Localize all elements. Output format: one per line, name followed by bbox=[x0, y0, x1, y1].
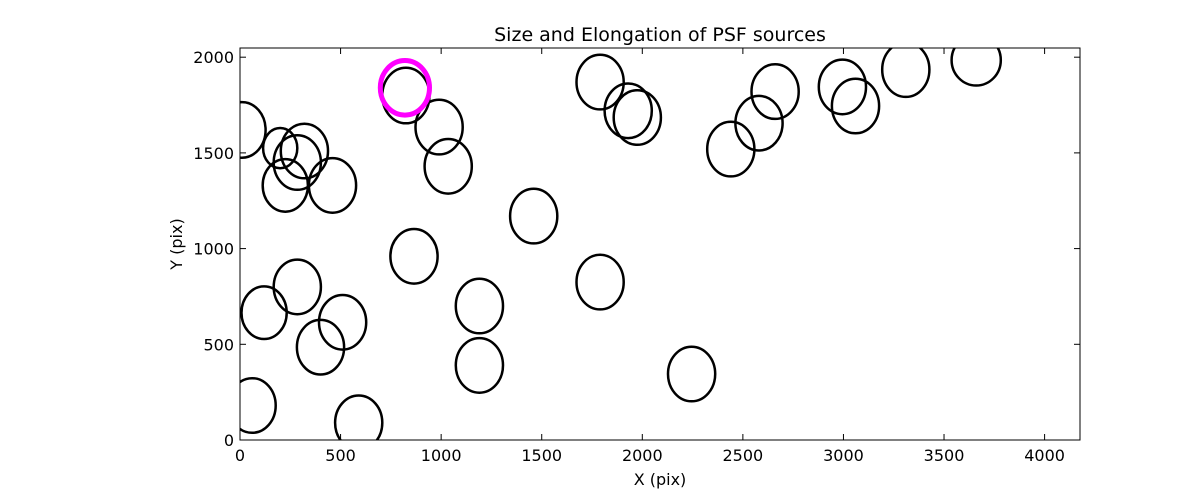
y-tick-label: 2000 bbox=[193, 48, 234, 67]
x-tick-label: 2500 bbox=[723, 446, 764, 465]
y-tick-label: 1500 bbox=[193, 144, 234, 163]
psf-ellipse bbox=[612, 88, 663, 147]
psf-ellipse bbox=[880, 48, 931, 99]
x-tick-label: 1000 bbox=[421, 446, 462, 465]
psf-ellipse bbox=[389, 227, 439, 285]
x-axis-label: X (pix) bbox=[634, 470, 687, 489]
x-tick-label: 1500 bbox=[521, 446, 562, 465]
y-tick-label: 1000 bbox=[193, 240, 234, 259]
psf-ellipse bbox=[734, 94, 784, 152]
x-tick-label: 3000 bbox=[823, 446, 864, 465]
x-tick-label: 3500 bbox=[924, 446, 965, 465]
psf-ellipse bbox=[750, 63, 800, 121]
psf-ellipse bbox=[240, 285, 288, 341]
x-axis: 0 500 1000 1500 2000 2500 3000 3500 4000 bbox=[235, 48, 1065, 465]
psf-ellipse-highlighted bbox=[377, 58, 432, 118]
psf-ellipse bbox=[830, 77, 881, 135]
psf-ellipse bbox=[666, 345, 717, 403]
psf-ellipse bbox=[950, 48, 1003, 87]
plot-frame bbox=[239, 47, 1081, 441]
psf-ellipse bbox=[295, 318, 346, 376]
x-tick-label: 4000 bbox=[1024, 446, 1065, 465]
psf-ellipse bbox=[575, 253, 625, 311]
psf-ellipse bbox=[279, 122, 330, 180]
x-tick-label: 500 bbox=[325, 446, 356, 465]
psf-ellipse bbox=[240, 376, 277, 435]
psf-ellipse bbox=[414, 98, 464, 156]
psf-ellipse bbox=[272, 258, 323, 316]
psf-ellipse bbox=[317, 293, 368, 351]
psf-ellipse bbox=[307, 156, 358, 214]
psf-ellipses bbox=[240, 48, 1003, 440]
x-tick-label: 2000 bbox=[622, 446, 663, 465]
y-tick-label: 500 bbox=[203, 335, 234, 354]
psf-ellipse bbox=[454, 336, 505, 394]
psf-ellipse bbox=[705, 120, 756, 178]
psf-ellipse bbox=[817, 58, 868, 116]
psf-ellipse bbox=[423, 137, 474, 195]
psf-ellipse bbox=[240, 100, 267, 159]
y-axis-label: Y (pix) bbox=[167, 218, 186, 270]
x-tick-label: 0 bbox=[235, 446, 245, 465]
chart-title: Size and Elongation of PSF sources bbox=[494, 24, 826, 46]
psf-ellipse bbox=[333, 394, 384, 440]
y-tick-label: 0 bbox=[224, 431, 234, 450]
psf-ellipse bbox=[261, 126, 299, 170]
psf-ellipse bbox=[575, 53, 625, 111]
psf-ellipse bbox=[508, 187, 559, 245]
y-axis: 0 500 1000 1500 2000 bbox=[193, 48, 1080, 450]
psf-ellipse bbox=[603, 82, 654, 140]
psf-ellipse bbox=[454, 277, 505, 335]
